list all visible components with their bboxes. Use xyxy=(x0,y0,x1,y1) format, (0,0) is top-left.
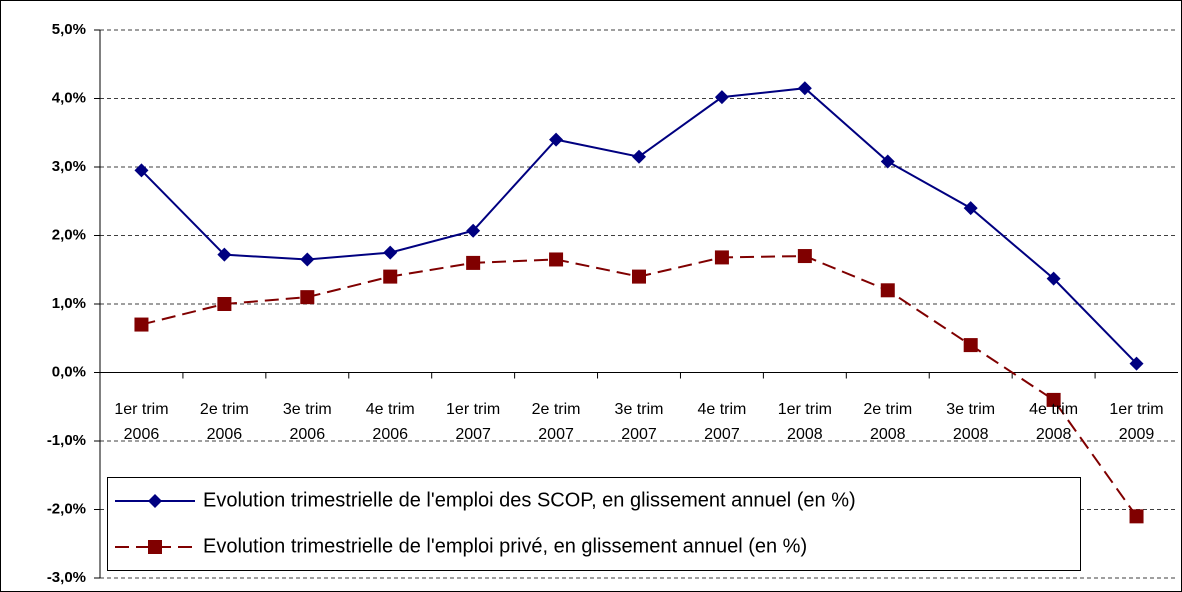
marker xyxy=(1129,509,1144,524)
marker xyxy=(632,269,646,284)
y-tick-label: 0,0% xyxy=(52,363,86,380)
x-tick-label: 3e trim 2008 xyxy=(946,400,996,443)
legend-marker xyxy=(148,494,162,508)
y-tick-label: 3,0% xyxy=(52,158,86,175)
marker xyxy=(1046,271,1061,286)
x-tick-label: 1er trim 2009 xyxy=(1109,400,1164,443)
marker xyxy=(466,223,481,238)
marker xyxy=(383,269,398,284)
x-tick-label: 2e trim 2006 xyxy=(199,400,249,443)
y-tick-label: 5,0% xyxy=(52,21,86,38)
y-tick-label: 4,0% xyxy=(52,89,86,106)
x-tick-label: 1er trim 2006 xyxy=(114,400,169,443)
marker xyxy=(632,149,646,164)
x-tick-label: 1er trim 2008 xyxy=(777,400,832,443)
legend-label: Evolution trimestrielle de l'emploi priv… xyxy=(203,535,807,557)
legend-box xyxy=(107,477,1081,571)
marker xyxy=(1046,392,1061,407)
marker xyxy=(549,252,564,267)
marker xyxy=(797,249,812,264)
x-tick-label: 3e trim 2006 xyxy=(282,400,332,443)
legend: Evolution trimestrielle de l'emploi des … xyxy=(107,477,1081,571)
x-tick-label: 1er trim 2007 xyxy=(446,400,501,443)
y-tick-label: -3,0% xyxy=(47,569,86,586)
marker xyxy=(1129,356,1144,371)
marker xyxy=(300,290,315,305)
legend-marker xyxy=(148,540,162,554)
y-tick-label: 2,0% xyxy=(52,226,86,243)
marker xyxy=(300,252,315,267)
x-tick-label: 2e trim 2007 xyxy=(531,400,581,443)
marker xyxy=(963,201,978,216)
marker xyxy=(217,297,232,311)
marker xyxy=(963,338,978,353)
marker xyxy=(714,90,729,105)
marker xyxy=(466,255,481,270)
marker xyxy=(217,247,232,262)
x-tick-label: 2e trim 2008 xyxy=(863,400,913,443)
marker xyxy=(880,154,895,169)
x-tick-label: 3e trim 2007 xyxy=(614,400,664,443)
y-tick-label: 1,0% xyxy=(52,295,86,312)
marker xyxy=(134,163,149,178)
marker xyxy=(797,81,812,96)
marker xyxy=(549,132,564,147)
marker xyxy=(383,245,398,260)
x-tick-label: 4e trim 2008 xyxy=(1029,400,1079,443)
x-tick-label: 4e trim 2007 xyxy=(697,400,747,443)
marker xyxy=(880,283,895,298)
y-tick-label: -1,0% xyxy=(47,432,86,449)
x-tick-label: 4e trim 2006 xyxy=(365,400,415,443)
legend-label: Evolution trimestrielle de l'emploi des … xyxy=(203,489,856,511)
y-tick-label: -2,0% xyxy=(47,500,86,517)
marker xyxy=(134,317,149,332)
marker xyxy=(714,250,729,265)
